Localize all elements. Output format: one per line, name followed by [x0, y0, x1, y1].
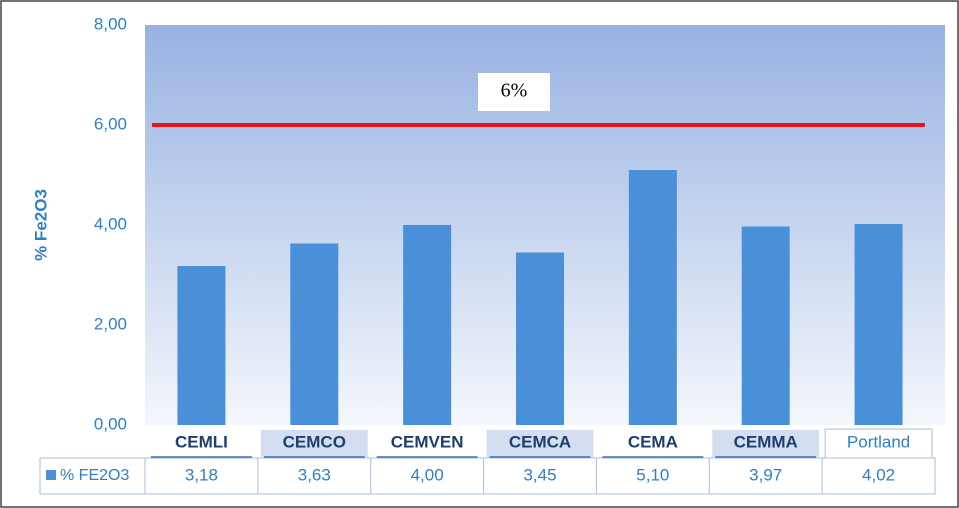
header-cell [824, 428, 933, 459]
x-tick-label: CEMA [628, 432, 678, 451]
x-tick-label: CEMCA [509, 432, 571, 451]
bar [628, 170, 677, 425]
y-tick-label: 4,00 [94, 214, 127, 233]
bar [741, 226, 790, 425]
table-value: 5,10 [636, 465, 669, 484]
bar [854, 224, 903, 425]
y-tick-label: 6,00 [94, 114, 127, 133]
table-value: 4,00 [411, 465, 444, 484]
table-value: 3,63 [298, 465, 331, 484]
x-tick-label: Portland [847, 432, 910, 451]
header-cell [486, 430, 594, 457]
x-tick-label: CEMVEN [391, 432, 464, 451]
y-tick-label: 0,00 [94, 414, 127, 433]
reference-label: 6% [501, 80, 528, 102]
bar [290, 243, 339, 425]
table-border [39, 457, 936, 495]
header-cell [260, 430, 368, 457]
y-axis-title: % Fe2O3 [31, 189, 50, 261]
x-tick-label: CEMCO [283, 432, 346, 451]
header-cell [712, 430, 820, 457]
table-value: 3,18 [185, 465, 218, 484]
table-value: 3,97 [749, 465, 782, 484]
bar [516, 252, 564, 425]
legend-label: % FE2O3 [60, 467, 129, 484]
reference-label-box [478, 73, 550, 111]
bar [177, 266, 226, 425]
bar [403, 225, 452, 425]
x-tick-label: CEMMA [734, 432, 798, 451]
table-value: 4,02 [862, 465, 895, 484]
x-tick-label: CEMLI [175, 432, 228, 451]
y-tick-label: 8,00 [94, 14, 127, 33]
legend-swatch [46, 470, 56, 480]
y-tick-label: 2,00 [94, 314, 127, 333]
table-value: 3,45 [523, 465, 556, 484]
